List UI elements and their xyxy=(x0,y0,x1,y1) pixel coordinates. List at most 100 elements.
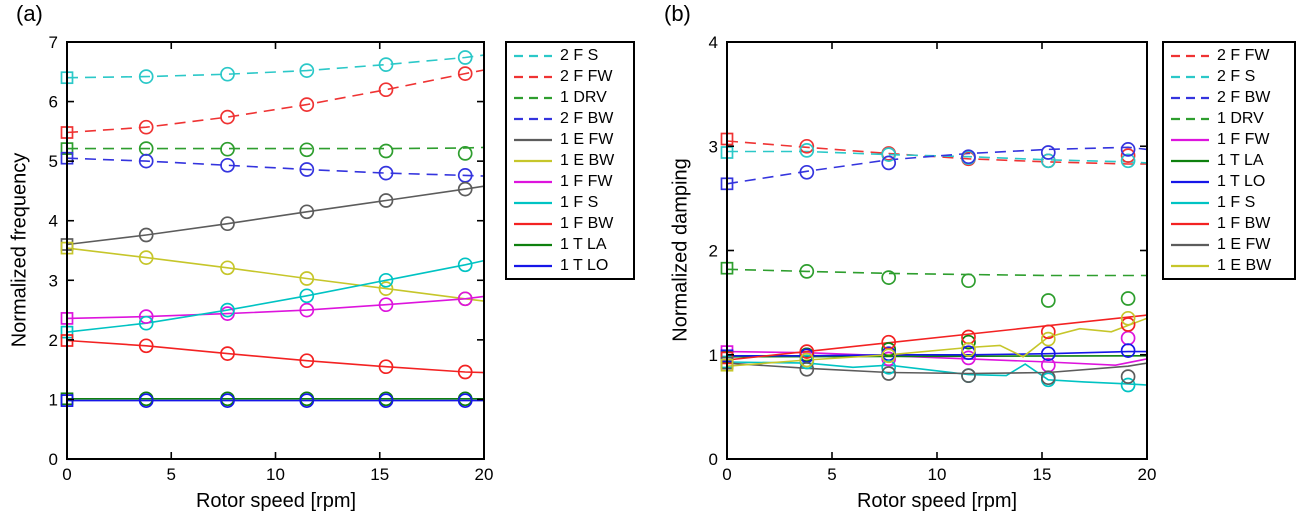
data-marker-circle xyxy=(1040,153,1056,169)
data-marker-circle xyxy=(378,297,394,313)
data-marker-circle xyxy=(881,342,897,357)
series-line xyxy=(66,295,485,320)
data-marker-circle xyxy=(378,165,394,181)
x-tick-label: 20 xyxy=(475,465,494,484)
panel-a-tag: (a) xyxy=(16,1,43,26)
data-marker-circle xyxy=(457,146,473,161)
legend-item: 1 DRV xyxy=(1170,109,1290,129)
x-tick-label: 10 xyxy=(266,465,285,484)
y-tick-label: 1 xyxy=(49,390,58,409)
y-tick-label: 0 xyxy=(49,450,58,469)
legend-label: 2 F S xyxy=(1217,67,1256,85)
series-line xyxy=(66,247,485,302)
data-marker-circle xyxy=(1120,343,1136,358)
y-tick-label: 4 xyxy=(709,33,718,52)
legend-label: 2 F FW xyxy=(560,67,613,85)
legend-label: 1 E FW xyxy=(1217,235,1271,253)
data-marker-circle xyxy=(881,359,897,375)
data-marker-circle xyxy=(1120,142,1136,157)
series-line xyxy=(726,140,1147,165)
series-line xyxy=(726,268,1147,277)
data-marker-circle xyxy=(138,250,154,265)
legend-label: 1 F S xyxy=(1217,193,1256,211)
legend-item: 2 F BW xyxy=(1170,88,1290,108)
data-marker-circle xyxy=(299,302,315,318)
data-marker-circle xyxy=(799,138,815,154)
panel-b-tag: (b) xyxy=(664,1,691,26)
legend-a: 2 F S 2 F FW 1 DRV 2 F BW 1 E FW 1 E BW 1 F FW… xyxy=(505,41,635,280)
legend-item: 2 F S xyxy=(513,46,629,66)
legend-line-swatch xyxy=(1171,75,1209,78)
data-marker-circle xyxy=(138,315,154,331)
data-marker-circle xyxy=(457,50,473,65)
data-marker-circle xyxy=(799,361,815,377)
legend-label: 2 F BW xyxy=(1217,88,1271,106)
legend-label: 1 T LO xyxy=(1217,172,1266,190)
data-marker-circle xyxy=(299,393,315,408)
x-tick-label: 0 xyxy=(722,465,731,484)
legend-line-swatch xyxy=(514,180,552,183)
data-marker-circle xyxy=(961,350,976,366)
x-tick-label: 15 xyxy=(1033,465,1052,484)
data-marker-circle xyxy=(378,143,394,159)
data-marker-circle xyxy=(378,281,394,296)
legend-item: 1 E FW xyxy=(1170,235,1290,255)
panel-b-xlabel: Rotor speed [rpm] xyxy=(856,490,1018,512)
y-tick-label: 3 xyxy=(709,137,718,156)
legend-line-swatch xyxy=(514,222,552,225)
data-marker-circle xyxy=(220,393,235,408)
series-line xyxy=(726,361,1148,386)
axes-box xyxy=(66,41,485,460)
legend-b: 2 F FW 2 F S 2 F BW 1 DRV 1 F FW 1 T LA 1 T LO… xyxy=(1162,41,1296,280)
y-tick-label: 1 xyxy=(709,346,718,365)
series-line xyxy=(66,259,485,333)
data-marker-circle xyxy=(378,359,394,375)
data-marker-circle xyxy=(881,366,897,381)
data-marker-circle xyxy=(299,204,315,220)
data-marker-circle xyxy=(138,153,154,169)
legend-line-swatch xyxy=(1171,243,1209,246)
data-marker-circle xyxy=(138,69,154,84)
data-marker-circle xyxy=(1120,330,1136,346)
legend-line-swatch xyxy=(514,96,552,99)
x-tick-label: 20 xyxy=(1138,465,1157,484)
legend-label: 1 T LA xyxy=(560,235,607,253)
data-marker-circle xyxy=(138,338,154,354)
data-marker-circle xyxy=(1040,293,1056,308)
legend-line-swatch xyxy=(1171,201,1209,204)
data-marker-circle xyxy=(1040,331,1056,347)
data-marker-circle xyxy=(299,353,315,369)
panel-b-ylabel: Normalized damping xyxy=(669,158,692,342)
legend-item: 1 F BW xyxy=(1170,214,1290,234)
legend-item: 1 DRV xyxy=(513,88,629,108)
data-marker-circle xyxy=(220,157,235,173)
data-marker-circle xyxy=(1120,377,1136,393)
legend-item: 1 F S xyxy=(1170,193,1290,213)
series-line xyxy=(726,146,1148,185)
legend-line-swatch xyxy=(1171,222,1209,225)
data-marker-circle xyxy=(220,66,235,82)
data-marker-circle xyxy=(378,57,394,72)
legend-line-swatch xyxy=(514,138,552,141)
data-marker-circle xyxy=(457,364,473,380)
series-line xyxy=(66,157,485,177)
data-marker-circle xyxy=(799,164,815,180)
legend-line-swatch xyxy=(1171,180,1209,183)
data-marker-circle xyxy=(299,97,315,112)
legend-label: 1 F FW xyxy=(1217,130,1270,148)
legend-item: 2 F FW xyxy=(1170,46,1290,66)
data-marker-circle xyxy=(220,302,235,318)
legend-label: 1 E BW xyxy=(1217,256,1272,274)
data-marker-circle xyxy=(220,346,235,361)
legend-label: 2 F BW xyxy=(560,109,614,127)
data-marker-circle xyxy=(1120,317,1136,332)
legend-item: 1 F S xyxy=(513,193,629,213)
data-marker-circle xyxy=(1040,346,1056,362)
data-marker-circle xyxy=(220,141,235,157)
legend-label: 1 DRV xyxy=(560,88,607,106)
x-tick-label: 10 xyxy=(928,465,947,484)
legend-line-swatch xyxy=(514,54,552,57)
series-line xyxy=(66,339,485,374)
data-marker-circle xyxy=(138,393,154,408)
x-tick-label: 5 xyxy=(167,465,176,484)
